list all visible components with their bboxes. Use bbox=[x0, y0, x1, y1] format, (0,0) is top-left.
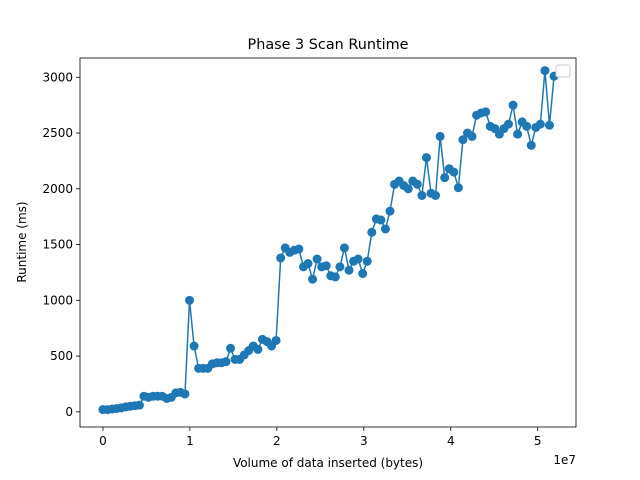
data-point bbox=[321, 261, 331, 271]
y-tick-label: 2000 bbox=[42, 182, 73, 196]
y-tick-label: 2500 bbox=[42, 126, 73, 140]
data-point bbox=[544, 120, 554, 130]
data-point bbox=[526, 140, 536, 150]
x-tick-label: 1 bbox=[186, 434, 194, 448]
x-tick-label: 4 bbox=[447, 434, 455, 448]
data-point bbox=[134, 400, 144, 410]
data-point bbox=[308, 274, 318, 284]
data-point bbox=[376, 215, 386, 225]
data-point bbox=[508, 100, 518, 110]
x-tick-label: 2 bbox=[273, 434, 281, 448]
data-point bbox=[189, 341, 199, 351]
data-point bbox=[294, 244, 304, 254]
legend bbox=[555, 64, 571, 78]
data-point bbox=[271, 335, 281, 345]
y-tick-label: 0 bbox=[65, 405, 73, 419]
x-tick-label: 3 bbox=[360, 434, 368, 448]
x-tick-label: 5 bbox=[534, 434, 542, 448]
data-point bbox=[440, 173, 450, 183]
data-point bbox=[421, 153, 431, 163]
y-tick-label: 1000 bbox=[42, 293, 73, 307]
chart-title: Phase 3 Scan Runtime bbox=[248, 37, 409, 53]
data-point bbox=[453, 183, 463, 193]
axes-frame bbox=[79, 57, 577, 428]
data-point bbox=[522, 121, 532, 131]
data-point bbox=[481, 107, 491, 117]
y-tick-label: 500 bbox=[50, 349, 73, 363]
data-point bbox=[303, 259, 313, 269]
data-point bbox=[380, 224, 390, 234]
y-axis-label: Runtime (ms) bbox=[15, 201, 29, 282]
data-point bbox=[312, 254, 322, 264]
data-point bbox=[253, 344, 263, 354]
x-tick-label: 0 bbox=[99, 434, 107, 448]
data-point bbox=[367, 227, 377, 237]
y-tick-label: 3000 bbox=[42, 70, 73, 84]
data-point bbox=[458, 135, 468, 145]
data-point bbox=[435, 131, 445, 141]
data-point bbox=[503, 119, 513, 129]
data-point bbox=[417, 190, 427, 200]
data-point bbox=[385, 206, 395, 216]
data-point bbox=[412, 179, 422, 189]
data-point bbox=[513, 129, 523, 139]
data-point bbox=[276, 253, 286, 263]
data-point bbox=[403, 184, 413, 194]
data-point bbox=[344, 265, 354, 275]
data-point bbox=[535, 119, 545, 129]
plot-area bbox=[98, 66, 559, 415]
data-point bbox=[431, 190, 441, 200]
data-point bbox=[449, 167, 459, 177]
data-point bbox=[358, 269, 368, 279]
data-point bbox=[353, 254, 363, 264]
data-point bbox=[185, 295, 195, 305]
x-axis-label: Volume of data inserted (bytes) bbox=[233, 456, 423, 470]
data-point bbox=[467, 131, 477, 141]
data-point bbox=[221, 357, 231, 367]
x-offset-label: 1e7 bbox=[553, 453, 576, 467]
data-point bbox=[339, 243, 349, 253]
data-point bbox=[335, 262, 345, 272]
data-point bbox=[540, 66, 550, 76]
data-point bbox=[330, 272, 340, 282]
data-point bbox=[226, 343, 236, 353]
data-point bbox=[362, 256, 372, 266]
y-tick-label: 1500 bbox=[42, 238, 73, 252]
data-point bbox=[180, 389, 190, 399]
